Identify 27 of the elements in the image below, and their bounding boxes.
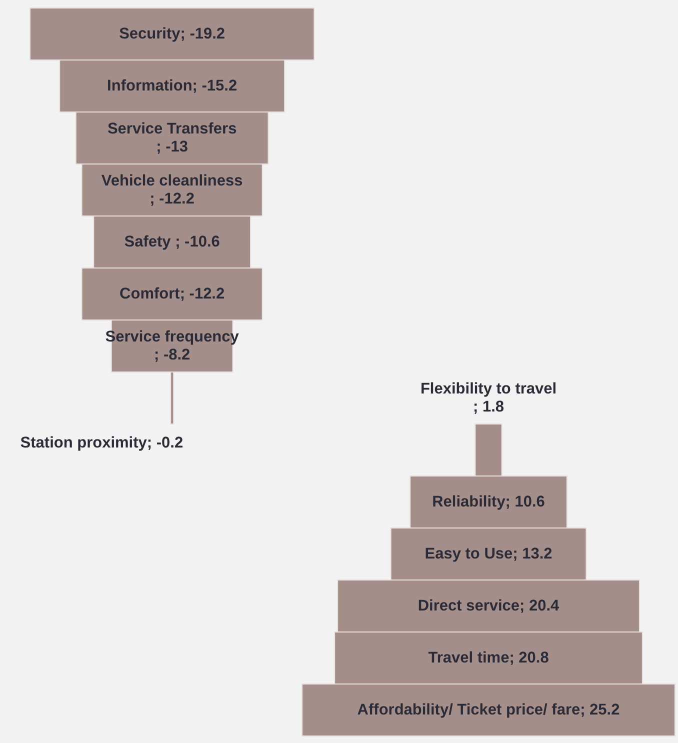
data-label: ; -12.2: [150, 190, 194, 208]
category-label: Security: [119, 26, 181, 42]
data-label: ; -15.2: [192, 78, 238, 94]
data-label: ; -10.6: [175, 234, 220, 250]
category-label: Safety: [124, 234, 172, 250]
category-label: Flexibility to travel: [420, 380, 557, 398]
category-label: Vehicle cleanliness: [101, 172, 243, 190]
data-label: ; 20.4: [520, 598, 560, 614]
category-label: Easy to Use: [424, 546, 514, 562]
data-label: ; 20.8: [509, 650, 550, 666]
category-label: Reliability: [432, 494, 506, 510]
data-label: ; 25.2: [580, 702, 620, 718]
category-label: Service Transfers: [107, 120, 237, 138]
data-label: ; -12.2: [180, 286, 225, 302]
data-label: ; 13.2: [512, 546, 552, 562]
data-label: ; -8.2: [154, 346, 190, 364]
category-label: Travel time: [428, 650, 510, 666]
data-label: ; -19.2: [180, 26, 226, 42]
data-label: ; 1.8: [473, 398, 504, 416]
data-label: ; -13: [156, 138, 188, 156]
category-label: Information: [107, 78, 192, 94]
category-label: Affordability/ Ticket price/ fare: [357, 702, 580, 718]
data-label: ; 10.6: [505, 494, 546, 510]
category-label: Comfort: [120, 286, 180, 302]
category-label: Station proximity: [20, 434, 148, 452]
category-label: Direct service: [418, 598, 520, 614]
data-label: ; -0.2: [146, 434, 184, 452]
